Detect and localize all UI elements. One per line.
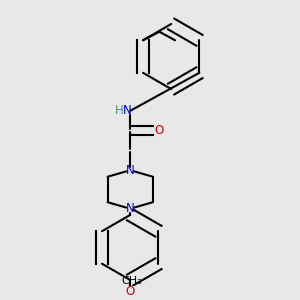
Text: N: N <box>126 202 135 215</box>
Text: CH₃: CH₃ <box>121 275 142 286</box>
Text: N: N <box>126 164 135 177</box>
Text: H: H <box>115 104 124 117</box>
Text: O: O <box>126 285 135 298</box>
Text: N: N <box>122 104 131 117</box>
Text: O: O <box>154 124 164 137</box>
